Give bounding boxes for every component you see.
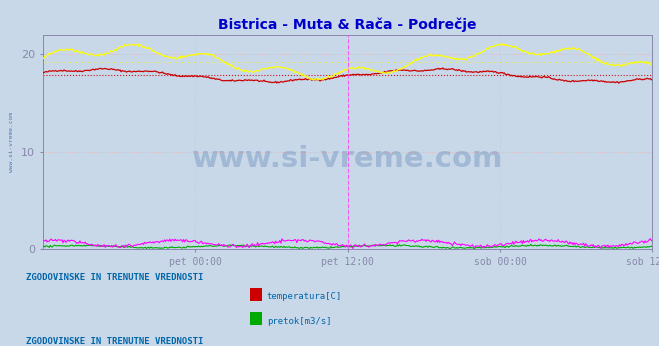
Text: ZGODOVINSKE IN TRENUTNE VREDNOSTI: ZGODOVINSKE IN TRENUTNE VREDNOSTI bbox=[26, 337, 204, 346]
Text: ZGODOVINSKE IN TRENUTNE VREDNOSTI: ZGODOVINSKE IN TRENUTNE VREDNOSTI bbox=[26, 273, 204, 282]
Title: Bistrica - Muta & Rača - Podrečje: Bistrica - Muta & Rača - Podrečje bbox=[218, 18, 477, 32]
Text: pretok[m3/s]: pretok[m3/s] bbox=[267, 317, 331, 326]
Text: temperatura[C]: temperatura[C] bbox=[267, 292, 342, 301]
Text: www.si-vreme.com: www.si-vreme.com bbox=[9, 112, 14, 172]
Text: www.si-vreme.com: www.si-vreme.com bbox=[192, 145, 503, 173]
